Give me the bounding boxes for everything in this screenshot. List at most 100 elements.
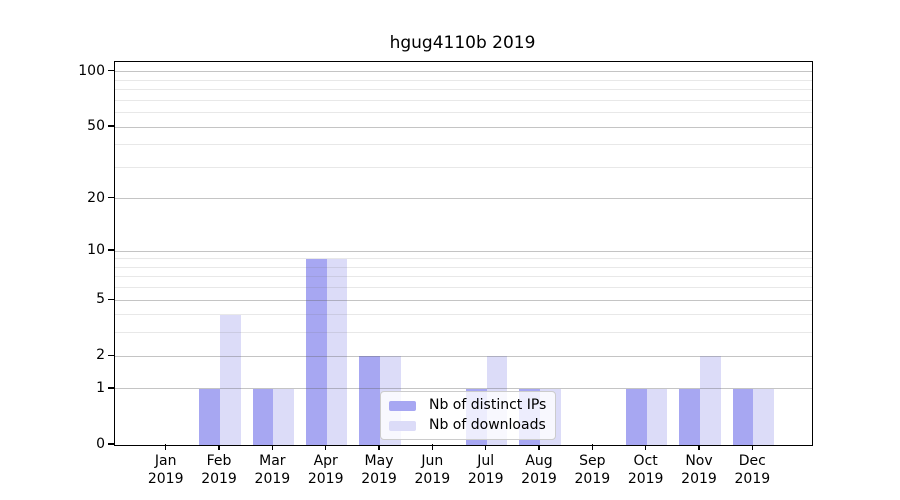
x-tick-year: 2019 [681,471,717,487]
legend-swatch-distinct-ips [389,400,416,411]
x-tick-year: 2019 [521,471,557,487]
x-tick-mark [485,444,487,450]
x-tick-label: Mar 2019 [237,452,307,488]
y-tick-mark [108,443,114,445]
x-tick-mark [645,444,647,450]
x-tick-mark [325,444,327,450]
gridline-minor [115,276,812,278]
legend-item-downloads: Nb of downloads [389,417,546,434]
y-tick-label: 20 [87,189,105,206]
y-tick-label: 1 [96,379,105,396]
x-tick-label: Sep 2019 [557,452,627,488]
y-tick-label: 10 [87,242,105,259]
x-tick-month: Jun [421,453,444,469]
gridline-major [115,126,812,128]
bar-distinct-ips [359,356,380,445]
x-tick-year: 2019 [627,471,664,487]
bar-downloads [646,388,668,445]
gridline-minor [115,287,812,289]
x-tick-mark [698,444,700,450]
x-tick-mark [271,444,273,450]
x-tick-label: Jun 2019 [397,452,467,488]
bar-distinct-ips [252,388,274,445]
x-tick-month: Jan [154,453,177,469]
x-tick-year: 2019 [467,471,504,487]
bar-distinct-ips [679,388,700,445]
gridline-minor [115,144,812,146]
legend-swatch-downloads [389,420,416,431]
x-tick-month: Dec [738,453,766,469]
y-tick-mark [108,387,114,389]
x-tick-month: Oct [633,453,658,469]
x-tick-label: Apr 2019 [291,452,361,488]
x-tick-mark [378,444,380,450]
gridline-major [115,250,812,252]
x-tick-month: Sep [579,453,606,469]
legend-label-downloads: Nb of downloads [429,417,546,433]
bar-downloads [753,388,775,445]
gridline-minor [115,79,812,81]
x-tick-year: 2019 [361,471,397,487]
x-tick-label: Oct 2019 [611,452,681,488]
gridline-minor [115,266,812,268]
x-tick-label: Nov 2019 [664,452,734,488]
x-tick-year: 2019 [254,471,291,487]
y-tick-label: 0 [96,436,105,452]
x-tick-label: Aug 2019 [504,452,574,488]
y-tick-label: 2 [96,347,105,364]
bar-downloads [220,314,241,445]
gridline-major [115,299,812,301]
y-tick-label: 5 [96,291,105,308]
x-tick-label: Feb 2019 [184,452,254,488]
x-tick-year: 2019 [574,471,611,487]
legend: Nb of distinct IPs Nb of downloads [380,391,557,440]
plot-area: Nb of distinct IPs Nb of downloads [114,61,813,446]
x-tick-month: Nov [685,453,713,469]
x-tick-year: 2019 [414,471,451,487]
bar-distinct-ips [305,258,327,445]
bar-distinct-ips [732,388,754,445]
y-tick-mark [108,298,114,300]
bar-distinct-ips [625,388,647,445]
x-tick-mark [591,444,593,450]
gridline-minor [115,258,812,260]
x-tick-month: Aug [525,453,553,469]
gridline-major [115,71,812,73]
x-tick-month: Feb [206,453,232,469]
x-tick-label: Dec 2019 [717,452,787,488]
x-tick-year: 2019 [734,471,771,487]
legend-item-distinct-ips: Nb of distinct IPs [389,397,546,414]
bar-distinct-ips [199,388,221,445]
y-tick-mark [108,197,114,199]
bar-downloads [273,388,295,445]
legend-label-distinct-ips: Nb of distinct IPs [429,397,547,413]
x-tick-mark [165,444,167,450]
x-tick-year: 2019 [307,471,344,487]
y-tick-mark [108,70,114,72]
bar-downloads [700,356,721,445]
gridline-minor [115,112,812,114]
y-tick-label: 50 [87,118,105,135]
y-tick-mark [108,249,114,251]
y-tick-mark [108,354,114,356]
x-tick-mark [751,444,753,450]
gridline-minor [115,89,812,91]
gridline-minor [115,166,812,168]
chart-title: hgug4110b 2019 [389,33,536,53]
x-tick-label: Jan 2019 [131,452,201,488]
x-tick-mark [538,444,540,450]
gridline-minor [115,99,812,101]
x-tick-month: May [364,453,394,469]
gridline-major [115,198,812,200]
x-tick-label: May 2019 [344,452,414,488]
x-tick-month: Mar [259,453,286,469]
x-tick-month: Apr [313,453,338,469]
x-tick-month: Jul [477,453,495,469]
y-tick-mark [108,125,114,127]
x-tick-label: Jul 2019 [451,452,521,488]
x-tick-mark [431,444,433,450]
x-tick-year: 2019 [147,471,184,487]
bar-downloads [326,258,348,445]
x-tick-mark [218,444,220,450]
